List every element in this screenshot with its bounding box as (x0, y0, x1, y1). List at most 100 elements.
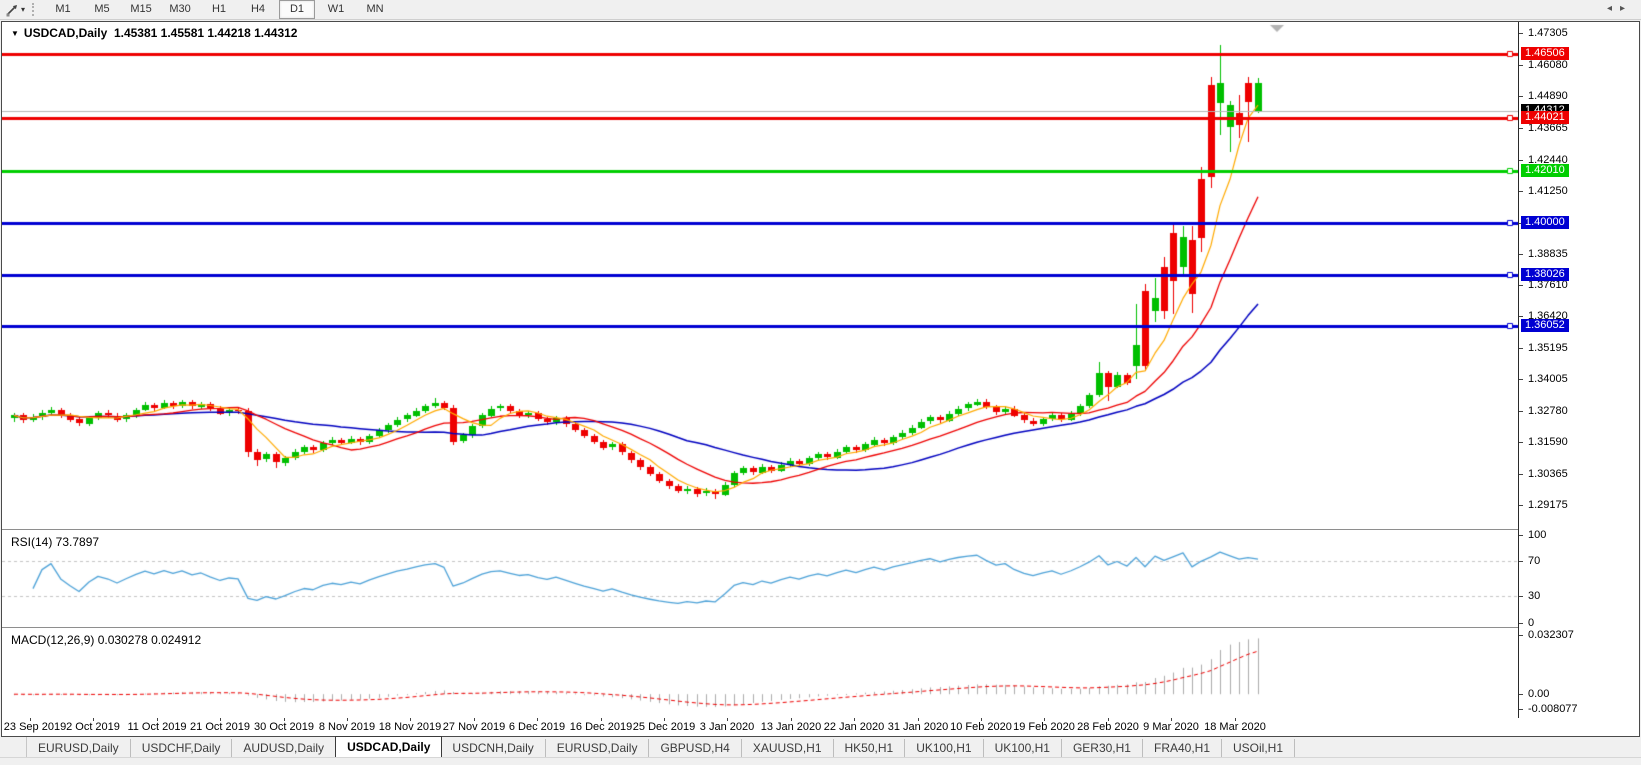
level-price-badge[interactable]: 1.42010 (1521, 164, 1569, 177)
pane-divider[interactable] (2, 627, 1639, 629)
axis-tick-mark (1519, 254, 1523, 255)
chart-tab-usdcnh-daily[interactable]: USDCNH,Daily (441, 739, 546, 757)
macd-axis-label: 0.032307 (1528, 629, 1574, 641)
date-tick-mark (537, 718, 538, 721)
level-price-badge[interactable]: 1.44021 (1521, 111, 1569, 124)
timeframe-button-H4[interactable]: H4 (250, 3, 266, 15)
price-axis-label: 1.42440 (1528, 154, 1568, 166)
chart-tab-eurusd-daily[interactable]: EURUSD,Daily (545, 739, 650, 757)
crosshair-tool-icon[interactable] (3, 2, 21, 18)
chart-tab-bar: EURUSD,Daily USDCHF,Daily AUDUSD,Daily USDC… (0, 736, 1641, 757)
date-tick-mark (157, 718, 158, 721)
price-axis-separator (1518, 22, 1519, 718)
date-axis-label: 27 Nov 2019 (442, 721, 506, 733)
chart-tab-uk100-h1[interactable]: UK100,H1 (983, 739, 1062, 757)
timeframe-button-H1[interactable]: H1 (211, 3, 227, 15)
chart-window: ▼ USDCAD,Daily 1.45381 1.45581 1.44218 1.… (1, 21, 1640, 737)
date-tick-mark (981, 718, 982, 721)
level-price-badge[interactable]: 1.38026 (1521, 268, 1569, 281)
chart-tab-hk50-h1[interactable]: HK50,H1 (833, 739, 906, 757)
timeframe-button-MN[interactable]: MN (366, 3, 384, 15)
price-axis-label: 1.30365 (1528, 468, 1568, 480)
macd-axis-label: 0.00 (1528, 688, 1550, 700)
chart-tab-eurusd-daily[interactable]: EURUSD,Daily (27, 739, 131, 757)
date-tick-mark (284, 718, 285, 721)
timeframe-buttons: M1 M5 M15 M30 H1 H4 D1 W1 MN (45, 0, 396, 19)
axis-tick-mark (1519, 442, 1523, 443)
macd-pane: MACD(12,26,9) 0.030278 0.024912 (2, 629, 1518, 717)
timeframe-toolbar: ▾ M1 M5 M15 M30 H1 H4 D1 W1 MN (0, 0, 1641, 20)
macd-label: MACD(12,26,9) 0.030278 0.024912 (11, 633, 202, 647)
axis-tick-mark (1519, 379, 1523, 380)
date-axis-label: 22 Jan 2020 (823, 721, 885, 733)
level-price-badge[interactable]: 1.40000 (1521, 216, 1569, 229)
date-axis-label: 28 Feb 2020 (1077, 721, 1139, 733)
axis-tick-mark (1519, 535, 1523, 536)
price-axis-label: 1.41250 (1528, 185, 1568, 197)
timeframe-button-M15[interactable]: M15 (130, 3, 152, 15)
date-axis-label: 18 Nov 2019 (378, 721, 442, 733)
macd-indicator-canvas[interactable] (2, 629, 1518, 717)
timeframe-button-M1[interactable]: M1 (55, 3, 71, 15)
timeframe-button-W1[interactable]: W1 (327, 3, 345, 15)
date-axis[interactable]: 23 Sep 2019 2 Oct 2019 11 Oct 2019 21 Oct 2… (2, 718, 1639, 736)
level-price-badge[interactable]: 1.46506 (1521, 47, 1569, 60)
level-price-badge[interactable]: 1.36052 (1521, 319, 1569, 332)
price-axis-label: 1.44890 (1528, 90, 1568, 102)
chart-tab-uk100-h1[interactable]: UK100,H1 (905, 739, 984, 757)
date-axis-label: 23 Sep 2019 (3, 721, 67, 733)
axis-tick-mark (1519, 709, 1523, 710)
rsi-label: RSI(14) 73.7897 (11, 535, 100, 549)
date-axis-label: 8 Nov 2019 (318, 721, 376, 733)
axis-tick-mark (1519, 596, 1523, 597)
axis-tick-mark (1519, 635, 1523, 636)
axis-tick-mark (1519, 191, 1523, 192)
date-tick-mark (918, 718, 919, 721)
toolbar-dropdown-caret-icon[interactable]: ▾ (21, 5, 26, 14)
axis-tick-mark (1519, 505, 1523, 506)
timeframe-button-D1[interactable]: D1 (279, 0, 316, 19)
chart-tab-gbpusd-h4[interactable]: GBPUSD,H4 (649, 739, 742, 757)
price-axis[interactable]: 1.47305 1.46080 1.44890 1.43665 1.42440 1.412… (1519, 22, 1639, 718)
pane-divider (2, 717, 1639, 718)
date-axis-label: 6 Dec 2019 (508, 721, 566, 733)
chart-tab-ger30-h1[interactable]: GER30,H1 (1061, 739, 1143, 757)
price-chart-canvas[interactable] (2, 22, 1518, 529)
rsi-pane: RSI(14) 73.7897 (2, 531, 1518, 627)
axis-tick-mark (1519, 623, 1523, 624)
date-axis-label: 9 Mar 2020 (1143, 721, 1199, 733)
tab-scroll-arrows: ◂▸ (1607, 3, 1633, 14)
timeframe-button-M5[interactable]: M5 (94, 3, 110, 15)
price-axis-label: 1.34005 (1528, 373, 1568, 385)
date-axis-label: 10 Feb 2020 (950, 721, 1012, 733)
rsi-axis-label: 70 (1528, 555, 1541, 567)
date-tick-mark (1171, 718, 1172, 721)
rsi-indicator-canvas[interactable] (2, 531, 1518, 627)
chart-tab-usdcad-daily[interactable]: USDCAD,Daily (335, 736, 443, 757)
date-tick-mark (854, 718, 855, 721)
tab-scroll-left-icon[interactable]: ◂ (1606, 3, 1620, 14)
axis-tick-mark (1519, 285, 1523, 286)
axis-tick-mark (1519, 474, 1523, 475)
chart-title: ▼ USDCAD,Daily 1.45381 1.45581 1.44218 1.… (11, 26, 297, 40)
date-tick-mark (727, 718, 728, 721)
date-axis-label: 18 Mar 2020 (1204, 721, 1266, 733)
axis-tick-mark (1519, 96, 1523, 97)
tab-scroll-right-icon[interactable]: ▸ (1619, 3, 1633, 14)
macd-axis-label: -0.008077 (1528, 703, 1578, 715)
pane-divider[interactable] (2, 529, 1639, 531)
chart-symbol-dropdown-icon[interactable]: ▼ (11, 29, 19, 38)
date-tick-mark (791, 718, 792, 721)
price-axis-label: 1.37610 (1528, 279, 1568, 291)
chart-tab-xauusd-h1[interactable]: XAUUSD,H1 (741, 739, 834, 757)
date-axis-label: 16 Dec 2019 (569, 721, 633, 733)
chart-tab-audusd-daily[interactable]: AUDUSD,Daily (232, 739, 337, 757)
axis-tick-mark (1519, 160, 1523, 161)
date-tick-mark (664, 718, 665, 721)
chart-tab-usdchf-daily[interactable]: USDCHF,Daily (130, 739, 233, 757)
chart-tab-usoil-h1[interactable]: USOil,H1 (1222, 739, 1296, 757)
toolbar-grip-handle[interactable] (32, 3, 39, 16)
price-axis-label: 1.31590 (1528, 436, 1568, 448)
chart-tab-fra40-h1[interactable]: FRA40,H1 (1142, 739, 1223, 757)
timeframe-button-M30[interactable]: M30 (169, 3, 191, 15)
